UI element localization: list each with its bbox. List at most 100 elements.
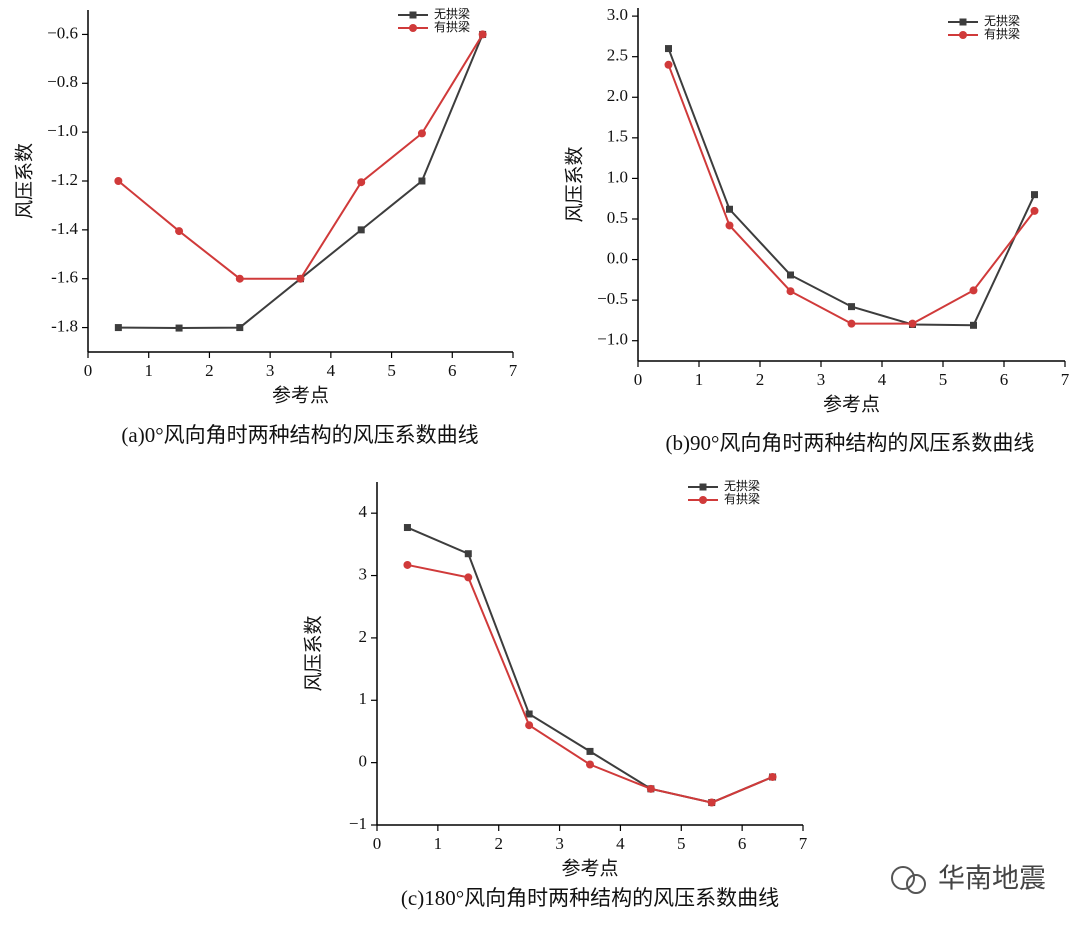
marker bbox=[114, 177, 123, 185]
marker bbox=[665, 45, 672, 53]
y-tick-label: −0.5 bbox=[597, 289, 628, 308]
y-axis-label: 风压系数 bbox=[13, 143, 35, 219]
y-tick-label: 2.0 bbox=[607, 86, 628, 105]
marker bbox=[848, 303, 855, 311]
x-tick-label: 5 bbox=[387, 361, 396, 380]
marker bbox=[357, 178, 366, 187]
series-line bbox=[117, 33, 484, 280]
x-axis-label: 参考点 bbox=[561, 857, 618, 879]
marker bbox=[478, 30, 487, 39]
legend-label: 无拱梁 bbox=[434, 6, 470, 21]
y-tick-label: 0.0 bbox=[607, 248, 628, 267]
marker bbox=[725, 221, 734, 230]
y-axis-label: 风压系数 bbox=[563, 146, 585, 222]
marker bbox=[847, 319, 856, 328]
x-tick-label: 1 bbox=[144, 361, 153, 380]
marker bbox=[525, 710, 533, 718]
x-tick-label: 3 bbox=[266, 361, 275, 380]
marker bbox=[403, 524, 411, 532]
legend-marker bbox=[409, 24, 417, 32]
x-tick-label: 0 bbox=[634, 370, 643, 389]
marker bbox=[586, 747, 594, 755]
x-tick-label: 1 bbox=[695, 370, 704, 389]
y-tick-label: 1 bbox=[359, 689, 368, 708]
marker bbox=[969, 286, 978, 295]
y-axis-label: 风压系数 bbox=[302, 615, 324, 691]
y-tick-label: −0.6 bbox=[47, 23, 78, 42]
legend-label: 有拱梁 bbox=[984, 26, 1020, 41]
x-tick-label: 4 bbox=[327, 361, 336, 380]
x-tick-label: 2 bbox=[494, 834, 503, 853]
x-tick-label: 7 bbox=[509, 361, 518, 380]
marker bbox=[175, 227, 184, 236]
chart-panel: 0 1 2 3 4 5 6 7 -1.8 -1.6 -1.4 -1.2 −1.0 −0.8 −0.6 参考点 风… bbox=[13, 6, 517, 447]
marker bbox=[525, 721, 534, 730]
y-tick-label: -1.2 bbox=[51, 170, 78, 189]
marker bbox=[464, 573, 473, 582]
y-tick-label: -1.4 bbox=[51, 219, 78, 238]
marker bbox=[357, 226, 365, 234]
x-tick-label: 6 bbox=[448, 361, 457, 380]
legend-label: 无拱梁 bbox=[984, 13, 1020, 28]
x-tick-label: 3 bbox=[555, 834, 564, 853]
marker bbox=[970, 321, 977, 329]
y-tick-label: 2.5 bbox=[607, 46, 628, 65]
chart-panel: 0 1 2 3 4 5 6 7 −1.0 −0.5 0.0 0.5 1.0 1.5 2.0 2.5 3.0 参考点… bbox=[563, 5, 1069, 455]
watermark-icon bbox=[906, 874, 926, 894]
watermark-icon bbox=[891, 866, 915, 890]
marker bbox=[403, 560, 412, 569]
x-tick-label: 4 bbox=[878, 370, 887, 389]
x-tick-label: 0 bbox=[373, 834, 382, 853]
marker bbox=[114, 324, 122, 332]
legend-marker bbox=[699, 496, 707, 504]
marker bbox=[646, 784, 655, 793]
marker bbox=[787, 271, 794, 279]
x-tick-label: 0 bbox=[84, 361, 93, 380]
legend-marker bbox=[959, 18, 967, 26]
marker bbox=[175, 324, 183, 332]
marker bbox=[908, 319, 917, 328]
y-tick-label: -1.8 bbox=[51, 316, 78, 335]
y-tick-label: 3 bbox=[359, 564, 368, 583]
legend-label: 有拱梁 bbox=[724, 491, 760, 506]
caption: (a)0°风向角时两种结构的风压系数曲线 bbox=[121, 423, 478, 447]
marker bbox=[707, 798, 716, 807]
x-tick-label: 2 bbox=[756, 370, 765, 389]
x-tick-label: 1 bbox=[434, 834, 443, 853]
y-tick-label: −0.8 bbox=[47, 72, 78, 91]
x-tick-label: 4 bbox=[616, 834, 625, 853]
x-tick-label: 2 bbox=[205, 361, 214, 380]
legend-label: 有拱梁 bbox=[434, 19, 470, 34]
y-tick-label: -1.6 bbox=[51, 268, 78, 287]
legend-marker bbox=[959, 31, 967, 39]
y-tick-label: 1.0 bbox=[607, 167, 628, 186]
y-tick-label: 0.5 bbox=[607, 208, 628, 227]
legend-marker bbox=[699, 483, 707, 491]
marker bbox=[664, 60, 673, 69]
marker bbox=[768, 772, 777, 781]
y-tick-label: 0 bbox=[359, 752, 368, 771]
marker bbox=[236, 324, 244, 332]
x-tick-label: 3 bbox=[817, 370, 826, 389]
marker bbox=[464, 550, 472, 558]
y-tick-label: −1 bbox=[349, 814, 367, 833]
marker bbox=[1031, 191, 1038, 199]
y-tick-label: 2 bbox=[359, 627, 368, 646]
marker bbox=[726, 205, 733, 213]
watermark: 华南地震 bbox=[891, 864, 1046, 895]
x-tick-label: 7 bbox=[799, 834, 808, 853]
chart-panel: 0 1 2 3 4 5 6 7 −1 0 1 2 3 4 参考点 风压系数 (c)180°风向角时两种结构的风压… bbox=[302, 478, 807, 910]
x-tick-label: 6 bbox=[738, 834, 747, 853]
x-tick-label: 5 bbox=[677, 834, 686, 853]
x-tick-label: 7 bbox=[1061, 370, 1070, 389]
caption: (c)180°风向角时两种结构的风压系数曲线 bbox=[401, 886, 779, 910]
marker bbox=[235, 274, 244, 283]
watermark-text: 华南地震 bbox=[938, 864, 1046, 895]
x-tick-label: 6 bbox=[1000, 370, 1009, 389]
marker bbox=[786, 287, 795, 296]
legend-label: 无拱梁 bbox=[724, 478, 760, 493]
marker bbox=[586, 760, 594, 769]
y-tick-label: 3.0 bbox=[607, 5, 628, 24]
y-tick-label: −1.0 bbox=[47, 121, 78, 140]
